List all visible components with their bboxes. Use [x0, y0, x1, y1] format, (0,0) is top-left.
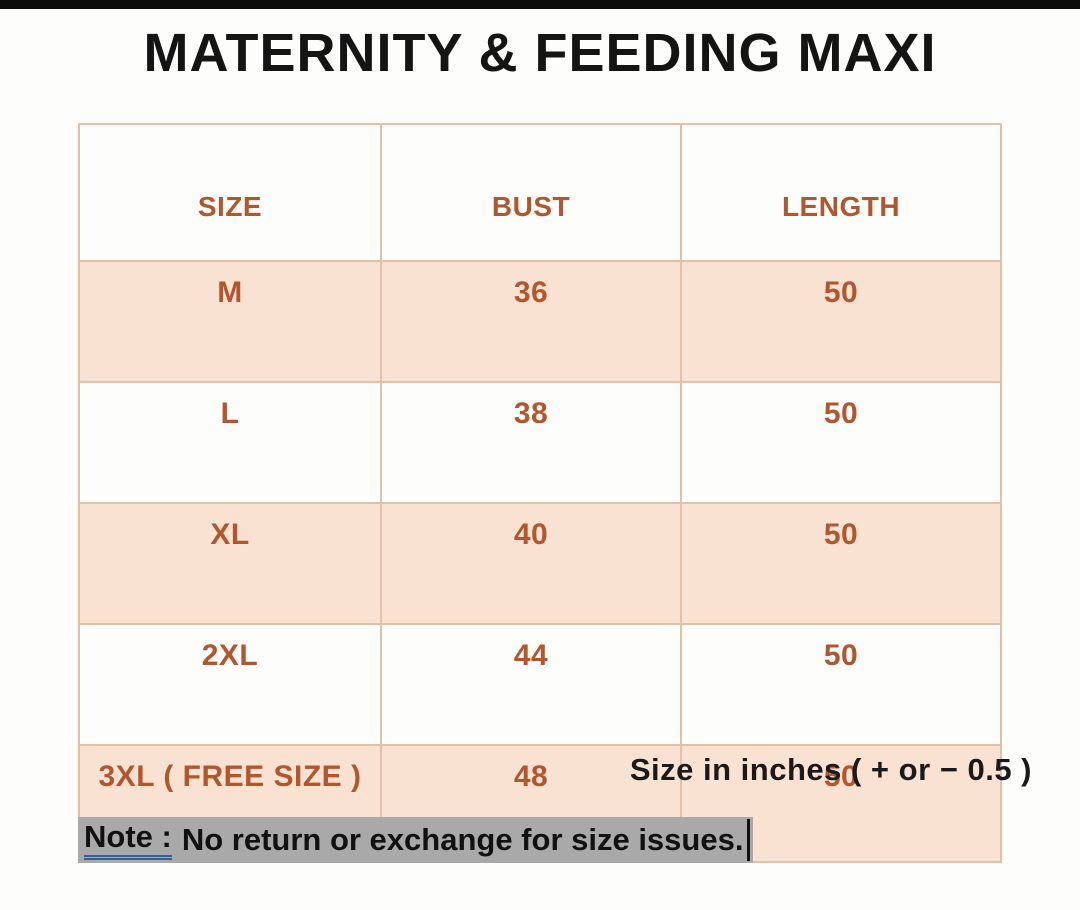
- bust-cell: 38: [380, 381, 682, 504]
- size-cell: L: [78, 381, 382, 504]
- size-cell: 2XL: [78, 623, 382, 746]
- length-cell: 50: [680, 502, 1002, 625]
- bust-cell: 40: [380, 502, 682, 625]
- header-length: LENGTH: [680, 123, 1002, 262]
- length-cell: 50: [680, 623, 1002, 746]
- table-row: 2XL 44 50: [78, 623, 1002, 746]
- length-cell: 50: [680, 260, 1002, 383]
- size-table: SIZE BUST LENGTH M 36 50 L 38 50 XL 40 5…: [78, 123, 1002, 863]
- bust-cell: 44: [380, 623, 682, 746]
- size-table-header: SIZE BUST LENGTH: [78, 123, 1002, 262]
- page-title: MATERNITY & FEEDING MAXI: [143, 23, 937, 83]
- note-text: No return or exchange for size issues.: [181, 822, 744, 857]
- size-cell: M: [78, 260, 382, 383]
- text-cursor: [747, 819, 751, 861]
- size-cell: XL: [78, 502, 382, 625]
- header-bust: BUST: [380, 123, 682, 262]
- length-cell: 50: [680, 381, 1002, 504]
- top-black-bar: [0, 0, 1080, 9]
- bust-cell: 36: [380, 260, 682, 383]
- size-unit-footnote: Size in inches ( + or − 0.5 ): [629, 752, 1032, 787]
- table-row: M 36 50: [78, 260, 1002, 383]
- table-row: XL 40 50: [78, 502, 1002, 625]
- note-label: Note :: [84, 820, 172, 860]
- header-size: SIZE: [78, 123, 382, 262]
- table-row: L 38 50: [78, 381, 1002, 504]
- return-policy-note: Note : No return or exchange for size is…: [78, 817, 754, 863]
- header-row: SIZE BUST LENGTH: [78, 123, 1002, 262]
- size-table-body: M 36 50 L 38 50 XL 40 50 2XL 44 50 3XL (…: [78, 260, 1002, 863]
